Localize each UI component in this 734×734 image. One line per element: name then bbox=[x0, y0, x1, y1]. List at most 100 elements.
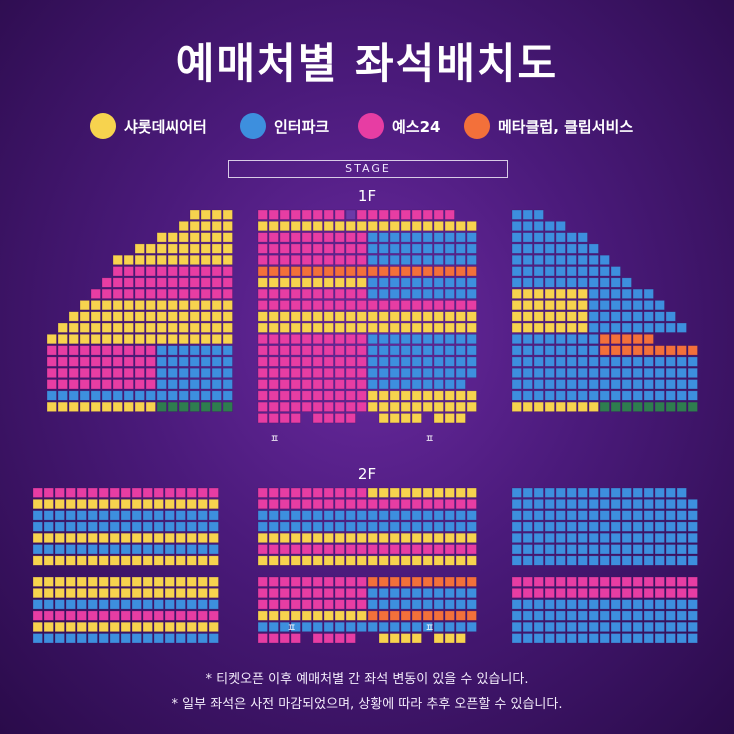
seat[interactable] bbox=[621, 521, 632, 532]
seat[interactable] bbox=[301, 254, 312, 265]
seat[interactable] bbox=[164, 555, 175, 566]
seat[interactable] bbox=[588, 379, 599, 390]
seat[interactable] bbox=[257, 367, 268, 379]
seat[interactable] bbox=[643, 390, 654, 401]
seat[interactable] bbox=[577, 266, 588, 277]
seat[interactable] bbox=[378, 288, 389, 299]
seat[interactable] bbox=[599, 277, 610, 288]
seat[interactable] bbox=[222, 254, 233, 265]
seat[interactable] bbox=[142, 532, 153, 544]
seat[interactable] bbox=[134, 390, 145, 401]
seat[interactable] bbox=[76, 576, 87, 587]
seat[interactable] bbox=[566, 401, 577, 412]
seat[interactable] bbox=[356, 576, 367, 587]
seat[interactable] bbox=[356, 243, 367, 254]
seat[interactable] bbox=[164, 599, 175, 610]
seat[interactable] bbox=[290, 610, 301, 621]
seat[interactable] bbox=[334, 266, 345, 277]
seat[interactable] bbox=[120, 621, 131, 633]
seat[interactable] bbox=[367, 587, 378, 599]
seat[interactable] bbox=[345, 345, 356, 356]
seat[interactable] bbox=[301, 333, 312, 345]
seat[interactable] bbox=[87, 510, 98, 521]
seat[interactable] bbox=[632, 288, 643, 299]
seat[interactable] bbox=[123, 277, 134, 288]
seat[interactable] bbox=[599, 587, 610, 599]
seat[interactable] bbox=[186, 510, 197, 521]
seat[interactable] bbox=[588, 243, 599, 254]
seat[interactable] bbox=[466, 300, 477, 311]
seat[interactable] bbox=[511, 555, 522, 566]
seat[interactable] bbox=[455, 221, 466, 232]
seat[interactable] bbox=[621, 633, 632, 644]
seat[interactable] bbox=[522, 532, 533, 544]
seat[interactable] bbox=[687, 587, 698, 599]
seat[interactable] bbox=[422, 209, 433, 220]
seat[interactable] bbox=[334, 232, 345, 243]
seat[interactable] bbox=[389, 300, 400, 311]
seat[interactable] bbox=[610, 277, 621, 288]
seat[interactable] bbox=[455, 401, 466, 412]
seat[interactable] bbox=[323, 288, 334, 299]
seat[interactable] bbox=[101, 356, 112, 367]
seat[interactable] bbox=[186, 633, 197, 644]
seat[interactable] bbox=[544, 633, 555, 644]
seat[interactable] bbox=[411, 243, 422, 254]
seat[interactable] bbox=[566, 587, 577, 599]
seat[interactable] bbox=[433, 356, 444, 367]
seat[interactable] bbox=[279, 333, 290, 345]
seat[interactable] bbox=[433, 621, 444, 633]
seat[interactable] bbox=[676, 587, 687, 599]
seat[interactable] bbox=[268, 544, 279, 555]
seat[interactable] bbox=[87, 555, 98, 566]
seat[interactable] bbox=[312, 243, 323, 254]
seat[interactable] bbox=[175, 633, 186, 644]
seat[interactable] bbox=[68, 390, 79, 401]
seat[interactable] bbox=[400, 521, 411, 532]
seat[interactable] bbox=[257, 311, 268, 322]
seat[interactable] bbox=[654, 487, 665, 498]
seat[interactable] bbox=[279, 300, 290, 311]
seat[interactable] bbox=[257, 243, 268, 254]
seat[interactable] bbox=[522, 544, 533, 555]
seat[interactable] bbox=[257, 487, 268, 498]
seat[interactable] bbox=[323, 401, 334, 412]
seat[interactable] bbox=[87, 487, 98, 498]
seat[interactable] bbox=[197, 532, 208, 544]
seat[interactable] bbox=[323, 390, 334, 401]
seat[interactable] bbox=[455, 300, 466, 311]
seat[interactable] bbox=[687, 532, 698, 544]
seat[interactable] bbox=[98, 510, 109, 521]
seat[interactable] bbox=[156, 367, 167, 379]
seat[interactable] bbox=[378, 266, 389, 277]
seat[interactable] bbox=[222, 209, 233, 220]
seat[interactable] bbox=[511, 621, 522, 633]
seat[interactable] bbox=[610, 367, 621, 379]
seat[interactable] bbox=[46, 401, 57, 412]
seat[interactable] bbox=[444, 288, 455, 299]
seat[interactable] bbox=[43, 498, 54, 510]
seat[interactable] bbox=[57, 390, 68, 401]
seat[interactable] bbox=[323, 498, 334, 510]
seat[interactable] bbox=[257, 633, 268, 644]
seat[interactable] bbox=[112, 277, 123, 288]
seat[interactable] bbox=[643, 356, 654, 367]
seat[interactable] bbox=[566, 510, 577, 521]
seat[interactable] bbox=[643, 555, 654, 566]
seat[interactable] bbox=[257, 510, 268, 521]
seat[interactable] bbox=[257, 266, 268, 277]
seat[interactable] bbox=[189, 288, 200, 299]
seat[interactable] bbox=[156, 379, 167, 390]
seat[interactable] bbox=[533, 576, 544, 587]
seat[interactable] bbox=[257, 333, 268, 345]
seat[interactable] bbox=[433, 599, 444, 610]
seat[interactable] bbox=[599, 254, 610, 265]
seat[interactable] bbox=[367, 311, 378, 322]
seat[interactable] bbox=[167, 266, 178, 277]
seat[interactable] bbox=[632, 322, 643, 333]
seat[interactable] bbox=[268, 621, 279, 633]
seat[interactable] bbox=[268, 576, 279, 587]
seat[interactable] bbox=[599, 510, 610, 521]
seat[interactable] bbox=[444, 587, 455, 599]
seat[interactable] bbox=[312, 401, 323, 412]
